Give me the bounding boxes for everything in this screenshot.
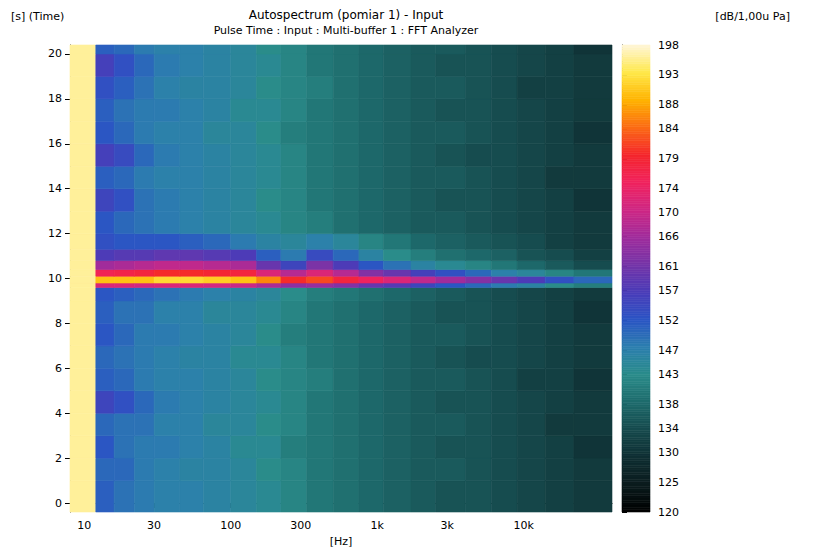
svg-text:2: 2 [55,452,62,465]
svg-text:10k: 10k [514,519,535,532]
svg-text:138: 138 [658,398,679,411]
svg-text:170: 170 [658,206,679,219]
svg-text:134: 134 [658,422,679,435]
svg-text:188: 188 [658,98,679,111]
svg-text:130: 130 [658,446,679,459]
svg-text:157: 157 [658,284,679,297]
svg-text:6: 6 [55,362,62,375]
svg-text:147: 147 [658,344,679,357]
svg-text:[dB/1,00u Pa]: [dB/1,00u Pa] [715,10,790,23]
svg-text:100: 100 [220,519,241,532]
svg-text:1k: 1k [371,519,385,532]
svg-text:18: 18 [48,92,62,105]
svg-text:300: 300 [290,519,311,532]
svg-text:Autospectrum (pomiar 1) - Inpu: Autospectrum (pomiar 1) - Input [249,8,444,22]
svg-text:20: 20 [48,47,62,60]
svg-text:143: 143 [658,368,679,381]
svg-text:152: 152 [658,314,679,327]
svg-text:8: 8 [55,317,62,330]
svg-text:14: 14 [48,182,62,195]
svg-text:0: 0 [55,497,62,510]
svg-text:166: 166 [658,230,679,243]
svg-text:179: 179 [658,152,679,165]
svg-text:30: 30 [147,519,161,532]
svg-text:Pulse Time : Input : Multi-buf: Pulse Time : Input : Multi-buffer 1 : FF… [214,24,479,37]
svg-text:193: 193 [658,68,679,81]
svg-text:3k: 3k [440,519,454,532]
svg-text:198: 198 [658,39,679,52]
svg-text:184: 184 [658,122,679,135]
svg-text:120: 120 [658,506,679,519]
svg-text:12: 12 [48,227,62,240]
svg-text:125: 125 [658,476,679,489]
svg-text:10: 10 [48,272,62,285]
svg-text:4: 4 [55,407,62,420]
svg-text:10: 10 [77,519,91,532]
svg-text:161: 161 [658,260,679,273]
svg-text:[Hz]: [Hz] [330,535,353,548]
svg-text:[s] (Time): [s] (Time) [11,10,64,23]
svg-text:174: 174 [658,182,679,195]
svg-text:16: 16 [48,137,62,150]
